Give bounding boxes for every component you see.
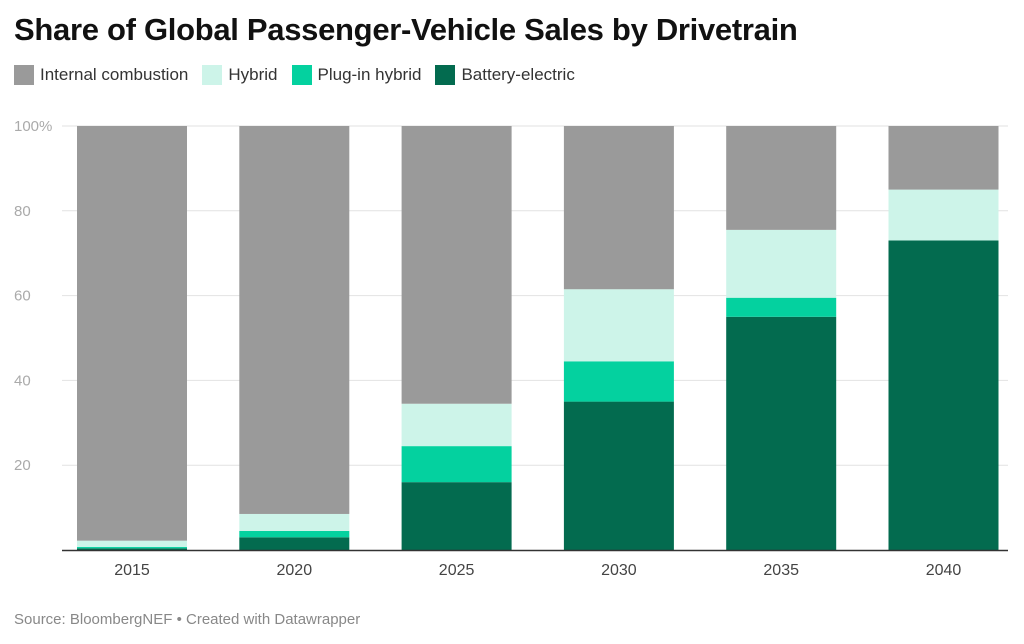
x-tick-label: 2040: [926, 562, 962, 579]
y-tick-label: 80: [14, 203, 31, 220]
legend-item-internal-combustion: Internal combustion: [14, 65, 188, 85]
bar-segment-battery-electric: [77, 548, 187, 550]
bar-segment-plug-in-hybrid: [726, 297, 837, 317]
legend-item-plug-in-hybrid: Plug-in hybrid: [291, 65, 422, 85]
bar-segment-internal-combustion: [77, 126, 187, 541]
bar-segment-internal-combustion: [563, 126, 674, 290]
y-tick-label: 100%: [14, 118, 52, 135]
legend-swatch: [435, 65, 456, 85]
legend-swatch: [291, 65, 312, 85]
chart-legend: Internal combustion Hybrid Plug-in hybrid B…: [14, 64, 575, 86]
bar-segment-hybrid: [726, 229, 837, 298]
bar-segment-internal-combustion: [726, 126, 837, 230]
bar-segment-internal-combustion: [401, 126, 512, 404]
legend-swatch: [202, 65, 223, 85]
bar-segment-plug-in-hybrid: [563, 361, 674, 402]
y-tick-label: 40: [14, 372, 31, 389]
source-note: Source: BloombergNEF • Created with Data…: [14, 611, 361, 628]
legend-label: Internal combustion: [40, 65, 189, 84]
legend-label: Battery-electric: [461, 65, 575, 84]
bar-segment-battery-electric: [401, 482, 512, 550]
x-tick-label: 2035: [763, 562, 799, 579]
bar-segment-hybrid: [563, 289, 674, 362]
legend-swatch: [14, 65, 34, 85]
x-tick-label: 2030: [601, 562, 637, 579]
bar-segment-hybrid: [888, 189, 999, 241]
legend-item-battery-electric: Battery-electric: [435, 65, 575, 85]
x-tick-label: 2025: [439, 562, 475, 579]
bar-segment-battery-electric: [726, 316, 837, 550]
bar-segment-plug-in-hybrid: [401, 446, 512, 483]
bar-segment-internal-combustion: [888, 126, 999, 190]
bar-segment-battery-electric: [888, 240, 999, 551]
y-tick-label: 60: [14, 288, 31, 305]
chart-title: Share of Global Passenger-Vehicle Sales …: [14, 12, 798, 47]
y-tick-label: 20: [14, 457, 31, 474]
bar-segment-hybrid: [401, 403, 512, 447]
bar-segment-battery-electric: [563, 401, 674, 550]
bar-segment-plug-in-hybrid: [239, 530, 350, 538]
bar-segment-hybrid: [239, 513, 350, 531]
legend-label: Hybrid: [228, 65, 278, 84]
legend-label: Plug-in hybrid: [317, 65, 422, 84]
x-tick-label: 2020: [277, 562, 313, 579]
legend-item-hybrid: Hybrid: [202, 65, 278, 85]
x-tick-label: 2015: [114, 562, 150, 579]
bar-segment-plug-in-hybrid: [77, 547, 187, 549]
bar-segment-battery-electric: [239, 537, 350, 550]
bar-segment-hybrid: [77, 540, 187, 548]
bar-segment-internal-combustion: [239, 126, 350, 514]
